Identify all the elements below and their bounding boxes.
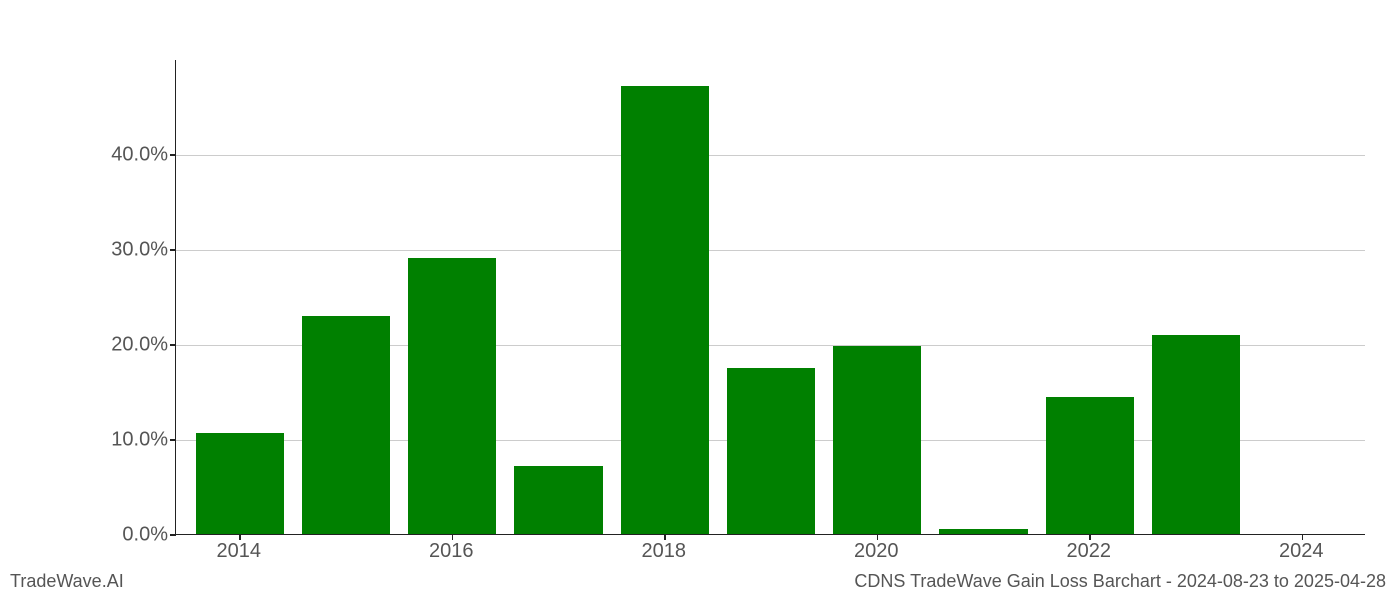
footer-left-brand: TradeWave.AI: [10, 571, 124, 592]
ytick-mark: [170, 534, 176, 536]
footer-right-caption: CDNS TradeWave Gain Loss Barchart - 2024…: [854, 571, 1386, 592]
plot-area: [175, 60, 1365, 535]
xtick-label: 2014: [217, 540, 262, 563]
bar: [1046, 397, 1134, 534]
bar: [302, 316, 390, 534]
bar: [621, 86, 709, 534]
bar: [514, 466, 602, 534]
xtick-label: 2022: [1067, 540, 1112, 563]
bar: [833, 346, 921, 534]
xtick-label: 2024: [1279, 540, 1324, 563]
bar: [196, 433, 284, 534]
ytick-label: 0.0%: [68, 524, 168, 547]
bar: [727, 368, 815, 534]
bar: [408, 258, 496, 534]
ytick-mark: [170, 249, 176, 251]
ytick-mark: [170, 154, 176, 156]
xtick-label: 2020: [854, 540, 899, 563]
ytick-label: 30.0%: [68, 239, 168, 262]
bar: [1152, 335, 1240, 535]
xtick-label: 2016: [429, 540, 474, 563]
ytick-mark: [170, 344, 176, 346]
ytick-label: 20.0%: [68, 334, 168, 357]
ytick-mark: [170, 439, 176, 441]
bar: [939, 529, 1027, 534]
gridline: [176, 155, 1365, 156]
xtick-label: 2018: [642, 540, 687, 563]
gridline: [176, 250, 1365, 251]
ytick-label: 40.0%: [68, 144, 168, 167]
ytick-label: 10.0%: [68, 429, 168, 452]
barchart-container: TradeWave.AI CDNS TradeWave Gain Loss Ba…: [0, 0, 1400, 600]
